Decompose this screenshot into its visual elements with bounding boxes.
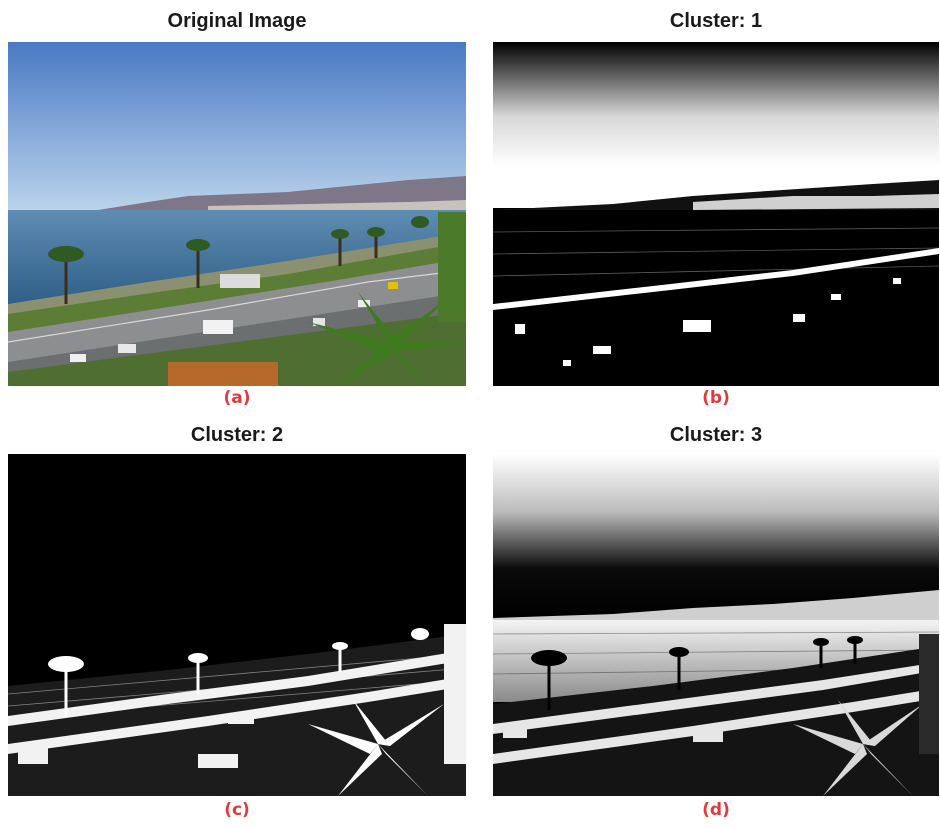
coastal-city-photo <box>8 42 466 386</box>
panel-label: (d) <box>702 800 730 820</box>
panel-label: (c) <box>224 800 250 820</box>
cluster-1-mask <box>493 42 939 386</box>
panel-original-image: Original Image <box>8 10 466 410</box>
panel-title: Original Image <box>167 10 307 32</box>
panel-label: (b) <box>702 388 730 408</box>
panel-cluster-2: Cluster: 2 <box>8 424 466 824</box>
panel-title: Cluster: 3 <box>669 424 763 446</box>
panel-title: Cluster: 1 <box>669 10 763 32</box>
panel-title: Cluster: 2 <box>190 424 284 446</box>
panel-cluster-1: Cluster: 1 <box>493 10 939 410</box>
cluster-2-mask <box>8 454 466 796</box>
cluster-3-mask <box>493 454 939 796</box>
panel-label: (a) <box>223 388 251 408</box>
panel-cluster-3: Cluster: 3 <box>493 424 939 824</box>
